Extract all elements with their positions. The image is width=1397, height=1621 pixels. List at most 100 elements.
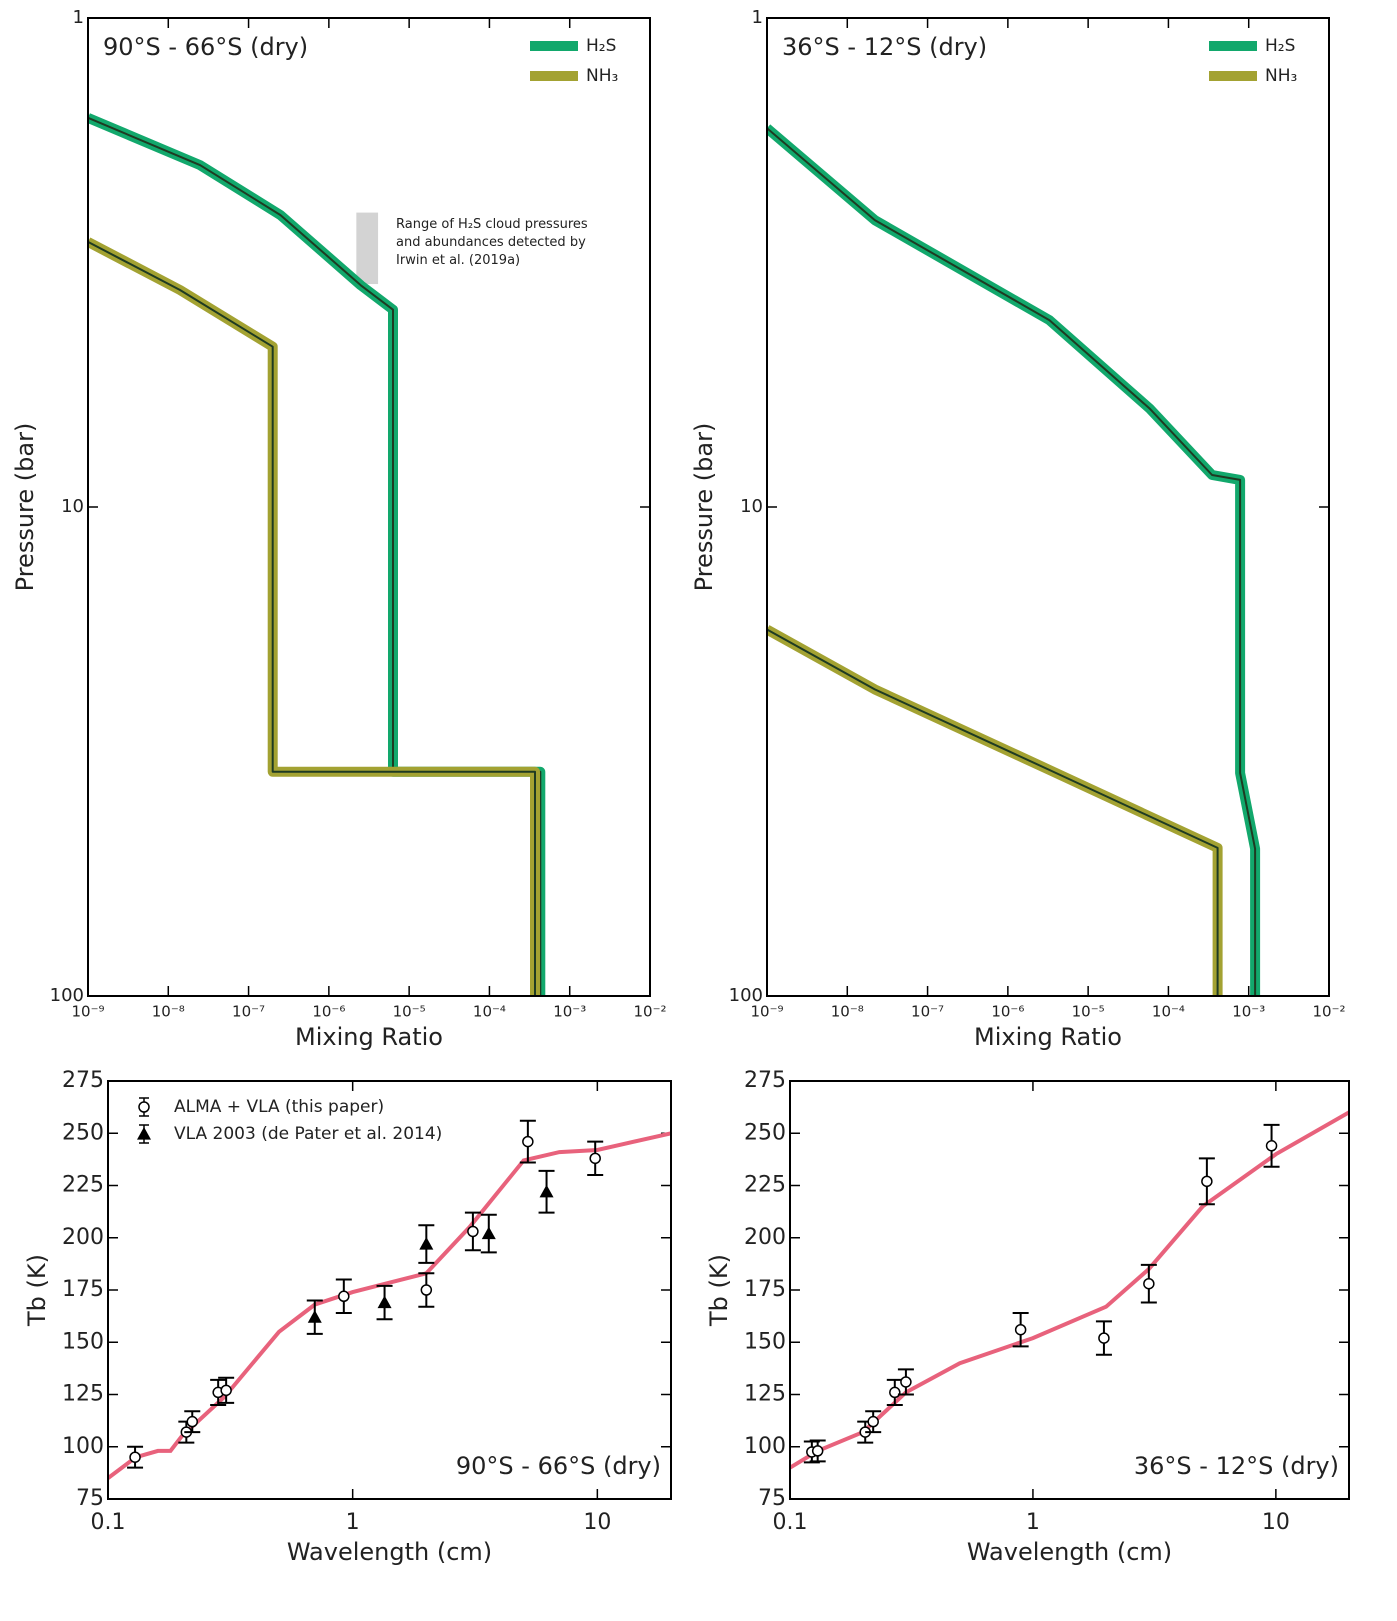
legend-swatch bbox=[137, 1127, 151, 1140]
annotation: Irwin et al. (2019a) bbox=[396, 253, 520, 268]
y-tick-label: 175 bbox=[62, 1277, 104, 1302]
chart-title: 36°S - 12°S (dry) bbox=[1134, 1452, 1339, 1480]
y-axis-label: Pressure (bar) bbox=[690, 423, 718, 592]
annotation: and abundances detected by bbox=[396, 235, 586, 250]
plot-frame bbox=[87, 17, 651, 997]
legend-label: H₂S bbox=[1265, 36, 1295, 56]
chart-title: 90°S - 66°S (dry) bbox=[103, 33, 308, 61]
data-point bbox=[900, 1376, 912, 1388]
chart: 0.1 1 10 75 100 125 150 175 200 225 250 275 Waveleng… bbox=[23, 1068, 672, 1566]
plot-frame bbox=[107, 1080, 672, 1500]
x-tick-label: 10 bbox=[1262, 1510, 1290, 1535]
x-tick-label: 10⁻⁸ bbox=[152, 1003, 185, 1021]
y-tick-label: 200 bbox=[744, 1225, 786, 1250]
y-tick-label: 150 bbox=[744, 1329, 786, 1354]
data-point bbox=[186, 1415, 199, 1428]
y-tick-label: 100 bbox=[50, 985, 84, 1006]
legend-label: VLA 2003 (de Pater et al. 2014) bbox=[174, 1124, 442, 1144]
plot-frame bbox=[789, 1080, 1350, 1500]
y-tick-label: 100 bbox=[729, 985, 763, 1006]
y-axis-label: Tb (K) bbox=[705, 1254, 733, 1327]
profile-band bbox=[88, 237, 540, 996]
y-tick-label: 225 bbox=[744, 1173, 786, 1198]
data-point bbox=[377, 1295, 392, 1309]
x-tick-label: 10⁻³ bbox=[553, 1003, 586, 1021]
x-tick-label: 10⁻⁴ bbox=[473, 1003, 506, 1021]
y-tick-label: 200 bbox=[62, 1225, 104, 1250]
profile-band bbox=[767, 625, 1223, 996]
y-tick-label: 175 bbox=[744, 1277, 786, 1302]
x-tick-label: 10⁻⁷ bbox=[911, 1003, 944, 1021]
x-tick-label: 10⁻⁹ bbox=[71, 1003, 104, 1021]
data-point bbox=[420, 1284, 433, 1296]
y-tick-label: 275 bbox=[62, 1068, 104, 1093]
y-tick-label: 225 bbox=[62, 1173, 104, 1198]
x-tick-label: 10⁻⁶ bbox=[312, 1003, 345, 1021]
profile-line bbox=[767, 628, 1219, 996]
profile-line bbox=[767, 127, 1257, 996]
data-point bbox=[811, 1445, 824, 1457]
y-tick-label: 150 bbox=[62, 1329, 104, 1354]
profile-line bbox=[88, 241, 536, 996]
y-tick-label: 275 bbox=[744, 1068, 786, 1093]
y-tick-label: 10 bbox=[740, 496, 763, 517]
chart: 10⁻⁹ 10⁻⁸ 10⁻⁷ 10⁻⁶ 10⁻⁵ 10⁻⁴ 10⁻³ 10⁻² 1 10 100 Mi… bbox=[690, 7, 1346, 1051]
legend-label: NH₃ bbox=[586, 66, 618, 86]
x-tick-label: 10⁻² bbox=[633, 1003, 666, 1021]
x-axis-label: Mixing Ratio bbox=[974, 1023, 1122, 1051]
data-point bbox=[129, 1451, 141, 1463]
y-tick-label: 1 bbox=[73, 7, 84, 28]
x-axis-label: Wavelength (cm) bbox=[967, 1538, 1172, 1566]
x-tick-label: 1 bbox=[346, 1510, 360, 1535]
legend-label: ALMA + VLA (this paper) bbox=[174, 1097, 384, 1117]
data-point bbox=[889, 1386, 901, 1399]
x-axis-label: Mixing Ratio bbox=[295, 1023, 443, 1051]
y-tick-label: 10 bbox=[61, 496, 84, 517]
data-point bbox=[481, 1226, 496, 1240]
x-tick-label: 10⁻⁷ bbox=[232, 1003, 265, 1021]
x-tick-label: 10⁻⁴ bbox=[1152, 1003, 1185, 1021]
data-point bbox=[589, 1152, 601, 1165]
model-line bbox=[790, 1110, 1349, 1470]
data-point bbox=[522, 1135, 534, 1148]
data-point bbox=[338, 1290, 350, 1303]
x-tick-label: 0.1 bbox=[91, 1510, 126, 1535]
data-point bbox=[867, 1415, 879, 1428]
x-tick-label: 10 bbox=[583, 1510, 611, 1535]
data-point bbox=[220, 1384, 232, 1397]
range-box bbox=[356, 212, 379, 285]
y-tick-label: 75 bbox=[758, 1486, 786, 1511]
y-axis-label: Pressure (bar) bbox=[11, 423, 39, 592]
legend-label: H₂S bbox=[586, 36, 616, 56]
x-tick-label: 10⁻⁵ bbox=[1072, 1003, 1105, 1021]
data-point bbox=[1014, 1323, 1027, 1336]
y-tick-label: 250 bbox=[62, 1120, 104, 1145]
chart: 0.1 1 10 75 100 125 150 175 200 225 250 275 Waveleng… bbox=[705, 1068, 1350, 1566]
y-tick-label: 250 bbox=[744, 1120, 786, 1145]
y-tick-label: 125 bbox=[62, 1382, 104, 1407]
data-point bbox=[1143, 1277, 1155, 1290]
data-point bbox=[1201, 1175, 1213, 1188]
y-tick-label: 75 bbox=[76, 1486, 104, 1511]
data-point bbox=[1265, 1140, 1278, 1152]
x-tick-label: 10⁻⁸ bbox=[831, 1003, 864, 1021]
profile-band bbox=[767, 124, 1261, 996]
x-tick-label: 10⁻⁵ bbox=[393, 1003, 426, 1021]
x-tick-label: 10⁻² bbox=[1312, 1003, 1345, 1021]
x-tick-label: 0.1 bbox=[773, 1510, 808, 1535]
data-point bbox=[307, 1310, 322, 1323]
legend-label: NH₃ bbox=[1265, 66, 1297, 86]
x-axis-label: Wavelength (cm) bbox=[287, 1538, 492, 1566]
x-tick-label: 10⁻⁹ bbox=[750, 1003, 783, 1021]
y-tick-label: 100 bbox=[62, 1434, 104, 1459]
y-tick-label: 100 bbox=[744, 1434, 786, 1459]
x-tick-label: 10⁻³ bbox=[1232, 1003, 1265, 1021]
plot-frame bbox=[766, 17, 1330, 997]
x-tick-label: 10⁻⁶ bbox=[991, 1003, 1024, 1021]
y-axis-label: Tb (K) bbox=[23, 1254, 51, 1327]
y-tick-label: 1 bbox=[752, 7, 763, 28]
data-point bbox=[539, 1184, 554, 1198]
data-point bbox=[467, 1225, 479, 1238]
annotation: Range of H₂S cloud pressures bbox=[396, 217, 588, 232]
